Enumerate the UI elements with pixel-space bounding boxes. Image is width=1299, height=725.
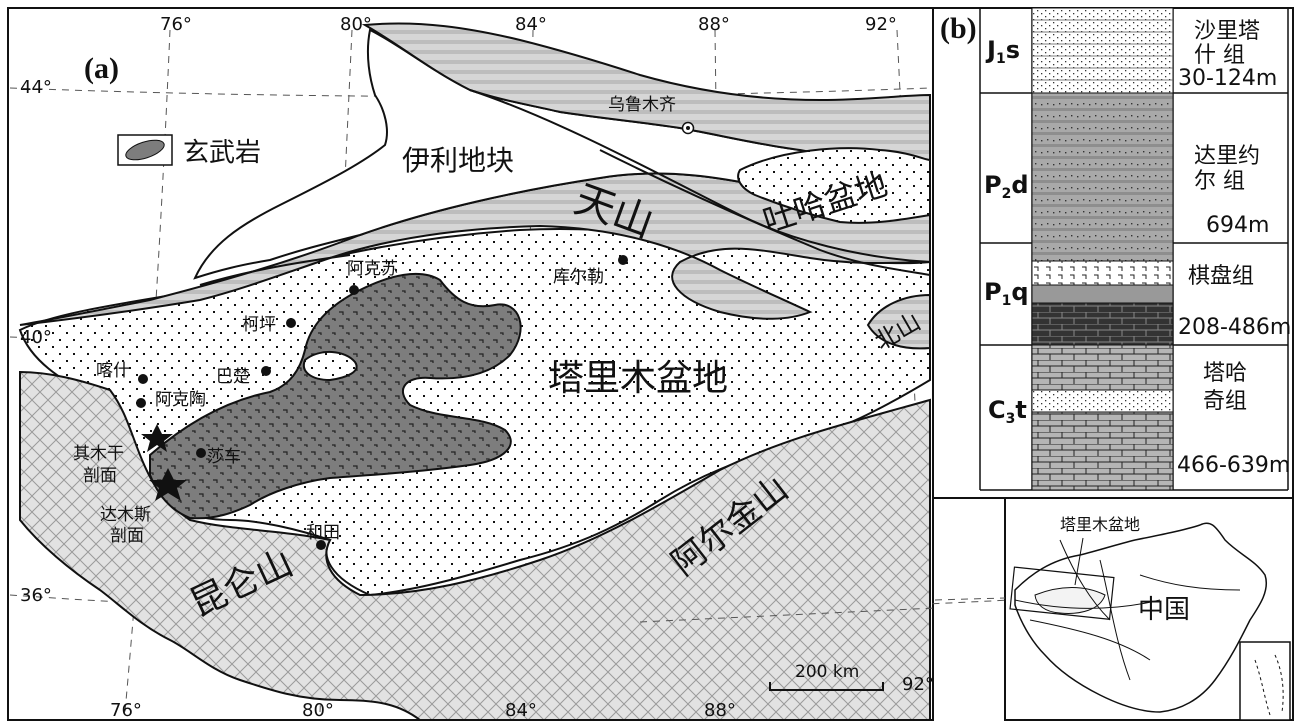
unit-code-j1s: J1s <box>985 36 1020 67</box>
study-area-box <box>1009 566 1115 620</box>
aketao-marker <box>136 398 146 408</box>
aksu-marker <box>349 285 359 295</box>
bachu-marker <box>261 366 271 376</box>
legend-basalt-swatch <box>125 139 165 161</box>
kashi-label: 喀什 <box>96 361 130 381</box>
lon-top-88: 88° <box>698 14 730 35</box>
lith-c3t-mid <box>1031 389 1174 413</box>
unit-name-j1s-2: 什 组 <box>1194 43 1245 68</box>
urumqi-label: 乌鲁木齐 <box>608 95 676 115</box>
damusi-star-icon <box>149 468 187 501</box>
lon-bottom-76: 76° <box>110 700 142 721</box>
hetian-label: 和田 <box>306 523 340 543</box>
inset-boundaries <box>1014 539 1241 681</box>
unit-code-p2d: P2d <box>984 171 1029 202</box>
panel-a-label: (a) <box>84 52 119 85</box>
shache-marker <box>196 448 206 458</box>
unit-thickness-p2d: 694m <box>1206 213 1269 238</box>
tuha-basin-region <box>737 147 931 224</box>
lith-j1s <box>1031 7 1174 94</box>
lith-c3t-top <box>1031 344 1174 391</box>
inset-basin-label: 塔里木盆地 <box>1060 515 1140 534</box>
south-sea-inset <box>1239 641 1291 721</box>
lon-top-80: 80° <box>340 14 372 35</box>
lon-top-76: 76° <box>160 14 192 35</box>
aketao-label: 阿克陶 <box>155 390 206 410</box>
section-markers: 其木干 剖面 达木斯 剖面 <box>73 424 187 546</box>
panel-b-column: (b) J1s P2d P1q C3t <box>932 7 1294 499</box>
lat-36: 36° <box>20 585 52 606</box>
bachu-label: 巴楚 <box>216 367 250 387</box>
lon-top-92: 92° <box>865 14 897 35</box>
urumqi-dot <box>686 126 690 130</box>
lith-p2d <box>1031 92 1174 262</box>
tarim-inset-fill <box>1034 587 1106 614</box>
panel-b-label: (b) <box>940 12 977 45</box>
qimugan-label-2: 剖面 <box>83 466 117 486</box>
qimugan-star-icon <box>141 424 173 452</box>
korla-marker <box>618 255 628 265</box>
inset-country-label: 中国 <box>1138 595 1190 625</box>
unit-name-p2d-2: 尔 组 <box>1194 169 1245 194</box>
scale-bar-line <box>769 682 884 691</box>
unit-name-p1q-1: 棋盘组 <box>1188 264 1254 289</box>
fault-lines <box>199 89 931 286</box>
unit-thickness-p1q: 208-486m <box>1178 315 1291 340</box>
tarim-label: 塔里木盆地 <box>548 358 728 399</box>
lith-p1q-mid <box>1031 284 1174 304</box>
damusi-label-1: 达木斯 <box>100 505 151 525</box>
inset-china-map: 塔里木盆地 中国 <box>1004 497 1294 721</box>
lon-bottom-88: 88° <box>704 700 736 721</box>
basalt-hole <box>302 351 358 382</box>
keping-label: 柯坪 <box>242 315 276 335</box>
lon-bottom-92: 92° <box>902 674 934 695</box>
unit-name-p2d-1: 达里约 <box>1194 144 1260 169</box>
scale-bar-label: 200 km <box>795 662 859 682</box>
lith-p1q-top <box>1031 260 1174 286</box>
lon-bottom-84: 84° <box>505 700 537 721</box>
shache-label: 莎车 <box>207 447 241 467</box>
damusi-label-2: 剖面 <box>110 526 144 546</box>
basalt-legend: 玄武岩 <box>117 134 261 168</box>
inset-pointer-line <box>1074 537 1084 586</box>
unit-name-c3t-1: 塔哈 <box>1203 361 1247 386</box>
city-markers: 乌鲁木齐 库尔勒 阿克苏 柯坪 巴楚 喀什 阿克陶 莎车 和田 <box>96 95 695 550</box>
beishan-region <box>866 293 931 350</box>
korla-label: 库尔勒 <box>553 267 604 287</box>
lat-44: 44° <box>20 77 52 98</box>
unit-name-j1s-1: 沙里塔 <box>1194 19 1260 44</box>
unit-code-p1q: P1q <box>984 278 1029 309</box>
panel-a-map: 玄武岩 (a) 76° 80° 84° 88° 92° 76° 80° 84° … <box>7 7 1011 721</box>
kashi-marker <box>138 374 148 384</box>
lat-40: 40° <box>20 327 52 348</box>
qimugan-label-1: 其木干 <box>73 444 124 464</box>
aksu-label: 阿克苏 <box>347 259 398 279</box>
lon-top-84: 84° <box>515 14 547 35</box>
scale-bar: 200 km <box>769 662 884 691</box>
unit-name-c3t-2: 奇组 <box>1203 389 1247 414</box>
unit-thickness-c3t: 466-639m <box>1177 453 1290 478</box>
basalt-region <box>149 273 522 520</box>
legend-basalt-label: 玄武岩 <box>183 138 261 168</box>
unit-code-c3t: C3t <box>988 396 1027 427</box>
keping-marker <box>286 318 296 328</box>
unit-thickness-j1s: 30-124m <box>1178 66 1277 91</box>
lith-p1q-bottom <box>1031 302 1174 346</box>
hetian-marker <box>316 540 326 550</box>
lith-c3t-bottom <box>1031 411 1174 491</box>
lon-bottom-80: 80° <box>302 700 334 721</box>
yili-label: 伊利地块 <box>402 144 514 177</box>
